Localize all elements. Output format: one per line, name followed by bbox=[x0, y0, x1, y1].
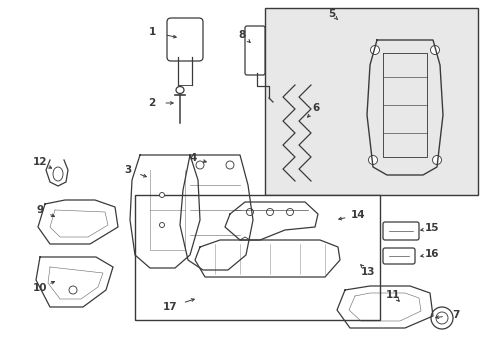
Ellipse shape bbox=[226, 161, 234, 169]
Text: 11: 11 bbox=[386, 290, 400, 300]
Ellipse shape bbox=[176, 86, 184, 94]
Text: 4: 4 bbox=[189, 153, 196, 163]
Ellipse shape bbox=[431, 45, 440, 54]
Ellipse shape bbox=[196, 161, 204, 169]
Bar bbox=[135, 195, 380, 320]
Ellipse shape bbox=[246, 208, 253, 216]
FancyBboxPatch shape bbox=[245, 26, 265, 75]
Text: 15: 15 bbox=[425, 223, 439, 233]
Text: 7: 7 bbox=[452, 310, 460, 320]
Text: 13: 13 bbox=[361, 267, 375, 277]
Text: 8: 8 bbox=[238, 30, 245, 40]
Ellipse shape bbox=[433, 156, 441, 165]
Bar bbox=[265, 8, 478, 195]
Text: 17: 17 bbox=[163, 302, 177, 312]
Ellipse shape bbox=[53, 167, 63, 181]
Ellipse shape bbox=[368, 156, 377, 165]
Ellipse shape bbox=[370, 45, 379, 54]
FancyBboxPatch shape bbox=[167, 18, 203, 61]
Text: 3: 3 bbox=[124, 165, 132, 175]
Text: 2: 2 bbox=[148, 98, 156, 108]
Ellipse shape bbox=[431, 307, 453, 329]
Ellipse shape bbox=[287, 208, 294, 216]
Ellipse shape bbox=[160, 222, 165, 228]
FancyBboxPatch shape bbox=[383, 248, 415, 264]
Ellipse shape bbox=[436, 312, 448, 324]
Text: 16: 16 bbox=[425, 249, 439, 259]
Text: 6: 6 bbox=[313, 103, 319, 113]
Text: 1: 1 bbox=[148, 27, 156, 37]
Text: 10: 10 bbox=[33, 283, 47, 293]
Text: 9: 9 bbox=[36, 205, 44, 215]
Text: 14: 14 bbox=[351, 210, 366, 220]
Ellipse shape bbox=[69, 286, 77, 294]
Ellipse shape bbox=[160, 193, 165, 198]
Text: 5: 5 bbox=[328, 9, 336, 19]
FancyBboxPatch shape bbox=[383, 222, 419, 240]
Text: 12: 12 bbox=[33, 157, 47, 167]
Ellipse shape bbox=[267, 208, 273, 216]
